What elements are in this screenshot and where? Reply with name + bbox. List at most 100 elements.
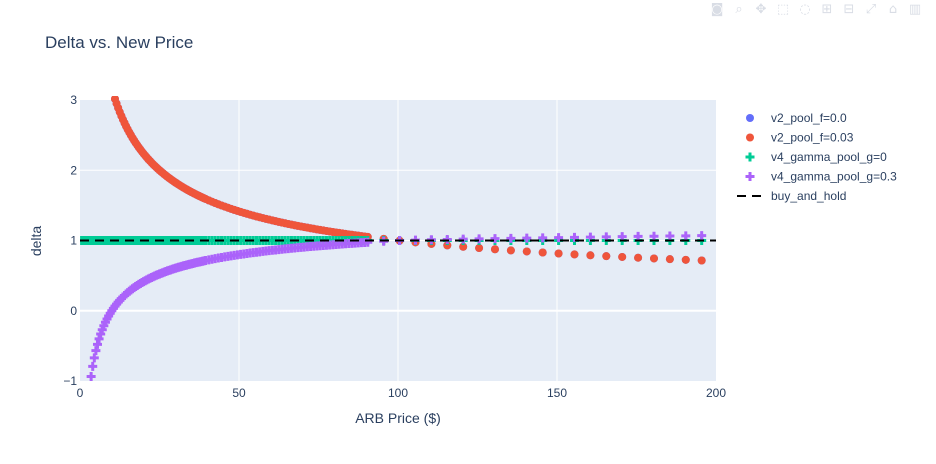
data-point bbox=[601, 232, 611, 242]
data-point bbox=[107, 306, 117, 316]
legend-label: v2_pool_f=0.0 bbox=[771, 111, 847, 125]
data-point bbox=[108, 303, 118, 313]
data-point bbox=[104, 311, 114, 321]
legend-label: v2_pool_f=0.03 bbox=[771, 131, 854, 145]
data-point bbox=[96, 329, 106, 339]
data-point bbox=[649, 254, 658, 263]
data-point bbox=[105, 308, 115, 318]
data-point bbox=[490, 234, 500, 244]
x-tick-label: 0 bbox=[77, 386, 84, 400]
data-point bbox=[91, 346, 101, 356]
data-point bbox=[538, 233, 548, 243]
legend-item[interactable]: v2_pool_f=0.03 bbox=[746, 131, 854, 145]
data-point bbox=[89, 353, 99, 363]
data-point bbox=[92, 339, 102, 349]
data-point bbox=[554, 249, 563, 258]
data-point bbox=[443, 241, 452, 250]
legend-label: buy_and_hold bbox=[771, 189, 846, 203]
data-point bbox=[665, 231, 675, 241]
x-tick-label: 100 bbox=[388, 386, 408, 400]
modebar: ◙ ⌕ ✥ ⬚ ◌ ⊞ ⊟ ⤢ ⌂ ▥ bbox=[708, 2, 924, 18]
data-point bbox=[474, 234, 484, 244]
legend: v2_pool_f=0.0 v2_pool_f=0.03 v4_gamma_pool… bbox=[737, 111, 897, 203]
y-tick-label: −1 bbox=[63, 374, 77, 388]
data-point bbox=[538, 248, 547, 257]
data-point bbox=[506, 233, 516, 243]
legend-symbol bbox=[745, 172, 755, 181]
box-select-icon[interactable]: ⬚ bbox=[776, 2, 790, 17]
data-point bbox=[112, 299, 122, 309]
data-point bbox=[617, 232, 627, 242]
x-axis-title: ARB Price ($) bbox=[355, 410, 441, 426]
zoom-in-icon[interactable]: ⊞ bbox=[821, 2, 833, 17]
camera-icon[interactable]: ◙ bbox=[710, 2, 724, 17]
data-point bbox=[100, 317, 110, 327]
plotly-logo-icon[interactable]: ▥ bbox=[908, 2, 922, 17]
data-point bbox=[665, 255, 674, 264]
data-point bbox=[586, 251, 595, 260]
legend-item[interactable]: buy_and_hold bbox=[737, 189, 846, 203]
legend-symbol bbox=[746, 114, 754, 122]
zoom-out-icon[interactable]: ⊟ bbox=[843, 2, 855, 17]
series-v4-gamma-pool-g-0-3 bbox=[86, 231, 707, 382]
series-layer bbox=[80, 96, 716, 382]
data-point bbox=[681, 231, 691, 241]
data-point bbox=[88, 361, 98, 371]
data-point bbox=[458, 234, 468, 244]
x-tick-label: 200 bbox=[706, 386, 726, 400]
data-point bbox=[94, 334, 104, 344]
legend-item[interactable]: v4_gamma_pool_g=0 bbox=[745, 150, 888, 164]
data-point bbox=[97, 325, 107, 335]
data-point bbox=[634, 253, 643, 262]
legend-symbol bbox=[745, 152, 755, 162]
data-point bbox=[506, 246, 515, 255]
data-point bbox=[363, 237, 373, 247]
series-v2-pool-f-0-03 bbox=[110, 96, 706, 265]
pan-icon[interactable]: ✥ bbox=[755, 2, 767, 17]
y-axis-title: delta bbox=[28, 226, 44, 257]
data-point bbox=[522, 247, 531, 256]
y-tick-label: 2 bbox=[70, 163, 77, 177]
x-tick-label: 50 bbox=[232, 386, 246, 400]
legend-symbol bbox=[746, 133, 754, 142]
data-point bbox=[697, 256, 706, 265]
chart-title: Delta vs. New Price bbox=[45, 33, 193, 52]
zoom-icon[interactable]: ⌕ bbox=[735, 2, 743, 17]
data-point bbox=[113, 297, 123, 307]
data-point bbox=[697, 231, 707, 241]
data-point bbox=[585, 232, 595, 242]
legend-item[interactable]: v4_gamma_pool_g=0.3 bbox=[745, 170, 898, 184]
y-tick-label: 0 bbox=[70, 304, 77, 318]
data-point bbox=[602, 252, 611, 261]
reset-axes-icon[interactable]: ⌂ bbox=[888, 2, 898, 17]
data-point bbox=[118, 292, 128, 302]
data-point bbox=[554, 233, 564, 243]
data-point bbox=[459, 242, 468, 251]
data-point bbox=[490, 245, 499, 254]
data-point bbox=[99, 321, 109, 331]
data-point bbox=[86, 372, 96, 382]
data-point bbox=[115, 295, 125, 305]
data-point bbox=[110, 301, 120, 311]
data-point bbox=[649, 231, 659, 241]
data-point bbox=[569, 232, 579, 242]
x-tick-label: 150 bbox=[547, 386, 567, 400]
y-tick-label: 3 bbox=[70, 93, 77, 107]
legend-item[interactable]: v2_pool_f=0.0 bbox=[746, 111, 847, 125]
data-point bbox=[116, 294, 126, 304]
data-point bbox=[442, 234, 452, 244]
y-tick-label: 1 bbox=[70, 234, 77, 248]
data-point bbox=[681, 255, 690, 264]
autoscale-icon[interactable]: ⤢ bbox=[865, 2, 877, 17]
data-point bbox=[633, 231, 643, 241]
data-point bbox=[570, 250, 579, 259]
legend-label: v4_gamma_pool_g=0 bbox=[771, 150, 887, 164]
lasso-icon[interactable]: ◌ bbox=[799, 2, 811, 17]
data-point bbox=[475, 244, 484, 253]
data-point bbox=[522, 233, 532, 243]
legend-label: v4_gamma_pool_g=0.3 bbox=[771, 170, 897, 184]
data-point bbox=[618, 252, 627, 261]
data-point bbox=[102, 314, 112, 324]
